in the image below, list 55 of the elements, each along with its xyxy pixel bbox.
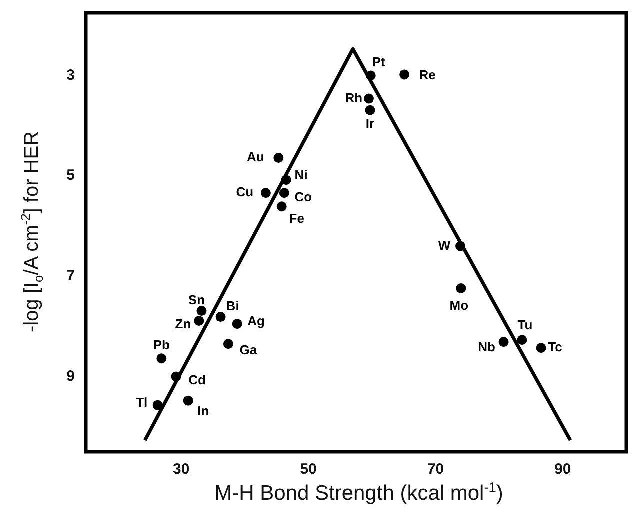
annotation: Au	[247, 150, 264, 165]
point	[279, 188, 290, 198]
annotation: Zn	[175, 316, 192, 332]
point	[216, 312, 226, 322]
x-tick-label: 70	[427, 461, 444, 478]
point	[366, 70, 376, 81]
y-tick-label: 9	[66, 368, 75, 385]
x-tick-label: 50	[300, 461, 317, 478]
point	[274, 152, 284, 163]
annotation: Ni	[294, 168, 308, 183]
y-tick-label: 3	[66, 66, 75, 84]
point	[194, 316, 204, 326]
annotation: Ir	[366, 116, 375, 131]
annotation: Ag	[248, 314, 266, 329]
point	[152, 400, 163, 410]
annotation: Tl	[136, 394, 148, 410]
annotation: Pb	[153, 337, 170, 352]
annotation: Nb	[478, 340, 496, 355]
point	[364, 94, 374, 104]
point	[536, 343, 546, 354]
point	[456, 283, 466, 294]
point	[517, 335, 528, 346]
annotation: Cd	[188, 372, 206, 388]
point	[196, 306, 207, 316]
annotation: Bi	[226, 298, 240, 314]
annotation: Mo	[450, 298, 469, 314]
point	[260, 188, 271, 198]
annotation: In	[198, 403, 210, 418]
annotation: Ga	[240, 342, 258, 358]
point	[156, 354, 167, 364]
point	[171, 372, 182, 382]
point	[183, 396, 194, 406]
annotation: Tc	[548, 340, 562, 355]
annotation: Pt	[372, 54, 386, 70]
point	[498, 337, 509, 348]
point	[365, 105, 376, 116]
point	[232, 319, 242, 330]
point	[400, 70, 410, 80]
annotation: Fe	[289, 211, 304, 226]
x-tick-label: 30	[173, 461, 190, 478]
annotation: Cu	[236, 184, 254, 200]
annotation: Re	[419, 67, 436, 82]
point	[456, 241, 466, 252]
y-tick-label: 7	[66, 268, 75, 285]
annotation: Tu	[518, 318, 533, 333]
annotation: Sn	[188, 292, 206, 308]
x-axis-title: M-H Bond Strength (kcal mol$^{-1}$)	[214, 480, 504, 506]
x-tick-label: 90	[554, 461, 572, 478]
point	[281, 175, 292, 186]
annotation: Rh	[345, 90, 363, 106]
point	[223, 339, 234, 350]
y-tick-label: 5	[66, 167, 75, 184]
point	[276, 202, 287, 212]
annotation: W	[438, 238, 452, 253]
annotation: Co	[294, 190, 312, 205]
